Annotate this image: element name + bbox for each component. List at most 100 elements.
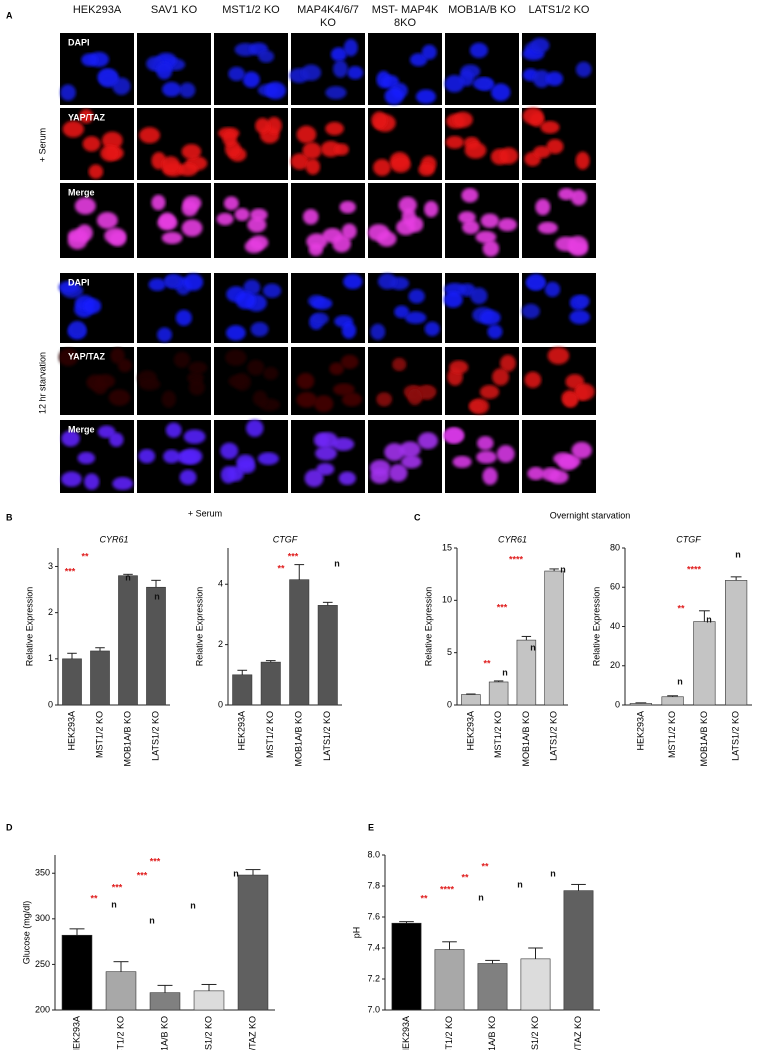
cell <box>479 310 501 326</box>
cell <box>148 278 167 291</box>
micrograph <box>522 420 596 493</box>
x-tick-label: MOB1A/B KO <box>699 711 709 767</box>
cell <box>183 429 206 444</box>
y-tick-label: 60 <box>610 582 620 592</box>
y-tick-label: 7.4 <box>367 942 380 952</box>
y-axis-title: Glucose (mg/dl) <box>21 901 31 965</box>
error-bar <box>237 669 248 675</box>
micrograph <box>214 108 288 180</box>
cell <box>179 82 196 98</box>
y-tick-label: 4 <box>218 579 223 589</box>
cell <box>181 143 202 160</box>
chart-title: CTGF <box>273 534 298 544</box>
channel-label: DAPI <box>68 37 90 47</box>
x-tick-label: MOB1A/B KO <box>294 711 304 767</box>
cell <box>161 156 180 174</box>
x-tick-label: YAP/TAZ KO <box>247 1016 257 1050</box>
bar <box>90 650 110 706</box>
cell <box>537 221 558 234</box>
micrograph <box>291 183 365 258</box>
micrograph-bg <box>368 347 442 415</box>
cell <box>421 44 437 60</box>
column-header: SAV1 KO <box>150 4 198 16</box>
micrograph: YAP/TAZ <box>58 347 134 415</box>
cell <box>243 279 261 296</box>
micrograph <box>137 33 211 105</box>
cell <box>443 428 465 444</box>
cell <box>384 443 405 462</box>
cell <box>61 430 80 447</box>
micrograph-bg <box>291 183 365 258</box>
micrograph <box>214 419 288 493</box>
cell <box>139 127 161 144</box>
cell <box>162 81 182 97</box>
cell <box>499 147 519 165</box>
cell <box>81 53 98 67</box>
cell <box>79 108 94 124</box>
cell <box>415 89 437 104</box>
bar <box>693 621 716 706</box>
cell <box>188 361 208 374</box>
cell <box>394 305 410 319</box>
micrograph <box>214 33 288 105</box>
cell <box>175 309 192 326</box>
condition-label: + Serum <box>37 128 47 162</box>
cell <box>527 466 545 481</box>
x-tick-label: HEK293A <box>401 1016 411 1050</box>
error-bar <box>493 680 504 682</box>
error-bar <box>201 983 217 991</box>
cell <box>569 309 591 325</box>
significance-mark: n <box>125 572 131 582</box>
cell <box>464 142 487 159</box>
significance-mark: n <box>502 667 508 677</box>
micrograph: DAPI <box>58 273 134 343</box>
x-tick-label: MOB1A/B KO <box>122 711 132 767</box>
y-axis-title: Relative Expression <box>24 587 34 667</box>
error-bar <box>698 610 710 622</box>
y-tick-label: 7.0 <box>367 1004 380 1014</box>
cell <box>545 71 564 86</box>
significance-mark: n <box>560 564 566 574</box>
error-bar <box>466 693 476 695</box>
cell <box>341 392 362 407</box>
cell <box>257 452 279 466</box>
y-tick-label: 20 <box>610 660 620 670</box>
cell <box>151 194 166 211</box>
micrograph <box>522 347 596 415</box>
cell <box>424 200 439 218</box>
bar <box>260 661 281 706</box>
column-header: MOB1A/B KO <box>448 4 516 16</box>
cell <box>96 211 118 229</box>
significance-mark: n <box>677 676 683 686</box>
cell <box>496 445 515 463</box>
channel-label: YAP/TAZ <box>68 351 106 361</box>
x-tick-label: HEK293A <box>66 711 76 751</box>
cell <box>83 298 102 314</box>
cell <box>540 120 560 134</box>
cell <box>347 65 364 80</box>
significance-mark: ** <box>81 551 89 561</box>
cell <box>179 469 197 485</box>
bar <box>461 694 481 706</box>
cell <box>479 384 500 399</box>
cell <box>266 116 282 135</box>
cell <box>236 454 255 470</box>
x-tick-label: HEK293A <box>237 711 247 751</box>
cell <box>333 383 355 396</box>
panel-label: E <box>368 822 374 832</box>
significance-mark: **** <box>687 564 702 574</box>
cell <box>117 358 132 373</box>
cell <box>62 120 84 138</box>
cell <box>384 87 404 105</box>
cell <box>482 240 500 257</box>
micrograph <box>214 183 288 258</box>
cell <box>418 162 435 177</box>
cell <box>470 287 488 305</box>
significance-mark: n <box>149 915 155 925</box>
significance-mark: *** <box>497 602 508 612</box>
cell <box>522 107 544 125</box>
significance-mark: n <box>706 614 712 624</box>
cell <box>401 208 417 226</box>
cell <box>376 392 393 407</box>
bar <box>118 575 138 706</box>
